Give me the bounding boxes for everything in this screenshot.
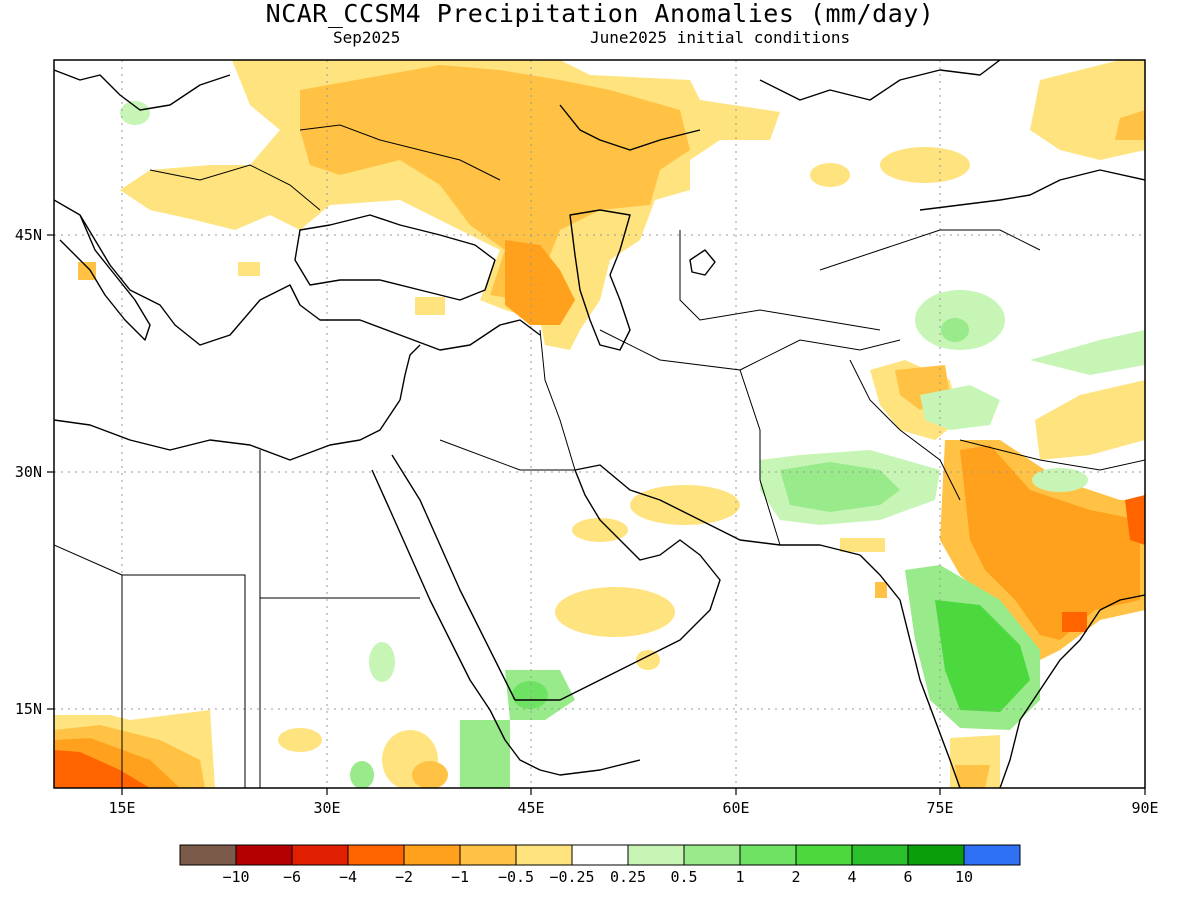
wet-region-pakistan-mid xyxy=(780,462,900,512)
color-legend: −10 −6 −4 −2 −1 −0.5 −0.25 0.25 0.5 1 2 4 6 10 xyxy=(179,844,1021,886)
legend-label: 0.25 xyxy=(610,868,646,886)
legend-label: 6 xyxy=(903,868,912,886)
legend-label: 4 xyxy=(847,868,856,886)
dry-region-europe-russia-mid xyxy=(300,65,690,300)
dry-region-nepal-belt xyxy=(1035,380,1145,460)
lat-label-30n: 30N xyxy=(15,463,42,481)
graticule xyxy=(54,60,1145,788)
dry-region-bengal-very xyxy=(1125,495,1145,545)
dry-region-kazakh-small xyxy=(810,163,850,187)
lat-label-15n: 15N xyxy=(15,700,42,718)
legend-label: −10 xyxy=(222,868,249,886)
legend-label: 2 xyxy=(791,868,800,886)
lat-labels: 45N 30N 15N xyxy=(15,226,42,718)
dry-region-gujarat xyxy=(840,538,885,552)
wet-region-tibet xyxy=(1030,330,1145,375)
legend-swatch xyxy=(627,844,685,866)
dry-region-bay-spot xyxy=(1062,612,1087,632)
axis-ticks xyxy=(47,234,1146,795)
dry-region-south-india-mid xyxy=(955,765,990,788)
dry-region-siberia-mid xyxy=(1115,110,1145,140)
wet-region-ethiopia xyxy=(460,720,510,788)
init-conditions-label: June2025 initial conditions xyxy=(590,28,851,47)
wet-region-arabia-west xyxy=(369,642,395,682)
wet-region-sudan-south xyxy=(350,761,374,788)
lon-label-15e: 15E xyxy=(108,799,135,817)
legend-swatch xyxy=(347,844,405,866)
lon-labels: 15E 30E 45E 60E 75E 90E xyxy=(108,799,1158,817)
legend-label: 1 xyxy=(735,868,744,886)
legend-swatch xyxy=(795,844,853,866)
legend-swatch xyxy=(739,844,797,866)
legend-swatch xyxy=(683,844,741,866)
dry-region-india-east-strong xyxy=(960,445,1140,640)
legend-label: 0.5 xyxy=(670,868,697,886)
legend-swatch xyxy=(571,844,629,866)
dry-region-mongolia xyxy=(880,147,970,183)
valid-month-label: Sep2025 xyxy=(333,28,401,47)
legend-swatch xyxy=(235,844,293,866)
legend-label: −2 xyxy=(395,868,413,886)
wet-region-india-central-strong xyxy=(935,600,1030,712)
dry-region-arabia-south xyxy=(555,587,675,637)
lon-label-30e: 30E xyxy=(313,799,340,817)
dry-region-gulf xyxy=(630,485,740,525)
dry-region-sudan xyxy=(278,728,322,752)
dry-region-turkey-west xyxy=(238,262,260,276)
coastlines xyxy=(54,60,1145,788)
lat-label-45n: 45N xyxy=(15,226,42,244)
wet-region-yemen-mid xyxy=(512,681,548,709)
wet-region-poland xyxy=(120,101,150,125)
lon-label-45e: 45E xyxy=(517,799,544,817)
dry-region-siberia xyxy=(1030,60,1145,160)
map-title: NCAR_CCSM4 Precipitation Anomalies (mm/d… xyxy=(265,0,935,28)
dry-region-oman xyxy=(636,650,660,670)
wet-region-nepal xyxy=(1032,468,1088,492)
dry-region-adriatic xyxy=(78,262,96,280)
legend-swatch xyxy=(459,844,517,866)
lon-label-75e: 75E xyxy=(926,799,953,817)
legend-swatch xyxy=(907,844,965,866)
dry-region-west-africa-very xyxy=(54,750,150,788)
legend-label: −4 xyxy=(339,868,357,886)
legend-label: −0.5 xyxy=(498,868,534,886)
anomaly-shading xyxy=(54,60,1145,788)
legend-swatch xyxy=(403,844,461,866)
legend-label: 10 xyxy=(955,868,973,886)
legend-label: −1 xyxy=(451,868,469,886)
legend-label: −6 xyxy=(283,868,301,886)
dry-region-caucasus xyxy=(505,240,575,325)
dry-region-ethiopia-mid xyxy=(412,761,448,788)
wet-region-tajik-mid xyxy=(941,318,969,342)
country-borders xyxy=(54,124,1145,788)
legend-swatch xyxy=(963,844,1021,866)
lon-label-90e: 90E xyxy=(1131,799,1158,817)
map-frame xyxy=(53,59,1146,789)
dry-region-qatar xyxy=(572,518,628,542)
dry-region-greece xyxy=(415,297,445,315)
legend-swatch xyxy=(179,844,237,866)
lon-label-60e: 60E xyxy=(722,799,749,817)
dry-region-india-west-spot xyxy=(875,582,887,598)
legend-label: −0.25 xyxy=(549,868,594,886)
legend-swatch xyxy=(291,844,349,866)
legend-swatch xyxy=(851,844,909,866)
legend-swatch xyxy=(515,844,573,866)
